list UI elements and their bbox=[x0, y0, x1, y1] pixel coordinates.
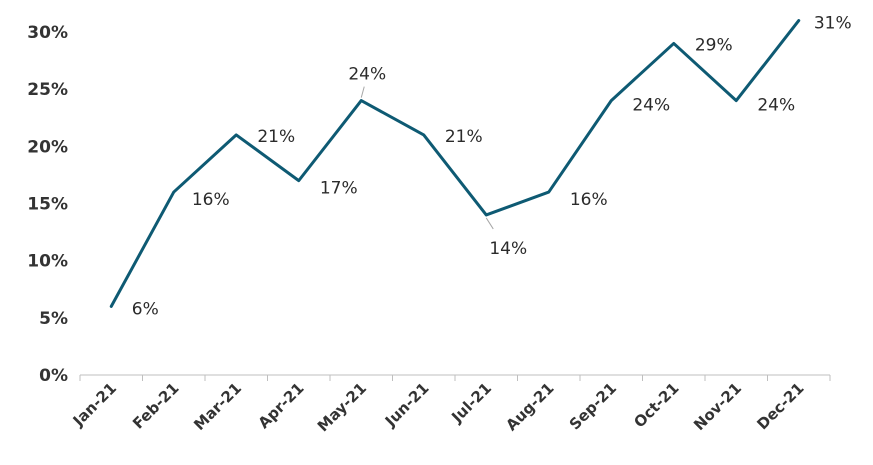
x-tick-label: Dec-21 bbox=[753, 379, 807, 433]
y-tick-label: 30% bbox=[27, 23, 68, 43]
data-label: 21% bbox=[257, 127, 295, 147]
data-label: 16% bbox=[570, 190, 608, 210]
x-tick-label: Mar-21 bbox=[190, 379, 245, 434]
x-tick-label: Nov-21 bbox=[690, 379, 745, 434]
data-label: 29% bbox=[695, 35, 733, 55]
data-label-leader bbox=[485, 217, 494, 230]
data-label: 21% bbox=[445, 127, 483, 147]
data-label: 16% bbox=[192, 190, 230, 210]
data-label: 24% bbox=[632, 96, 670, 116]
data-label: 6% bbox=[132, 299, 159, 319]
x-tick-label: Apr-21 bbox=[255, 379, 308, 432]
data-label: 31% bbox=[814, 14, 852, 34]
y-tick-label: 10% bbox=[27, 252, 68, 272]
x-tick-label: Sep-21 bbox=[566, 379, 620, 433]
y-tick-label: 15% bbox=[27, 195, 68, 215]
data-label: 14% bbox=[489, 239, 527, 259]
data-label: 17% bbox=[320, 179, 358, 199]
x-tick-label: Feb-21 bbox=[129, 379, 182, 432]
x-tick-label: Aug-21 bbox=[502, 379, 557, 434]
series-line bbox=[109, 19, 801, 308]
y-tick-label: 20% bbox=[27, 137, 68, 157]
x-tick-label: Oct-21 bbox=[630, 379, 682, 431]
data-label-leader bbox=[360, 86, 365, 98]
x-tick-label: Jul-21 bbox=[447, 379, 495, 427]
y-tick-label: 25% bbox=[27, 80, 68, 100]
x-tick-label: Jan-21 bbox=[69, 379, 120, 430]
x-tick-label: Jun-21 bbox=[381, 379, 433, 431]
x-tick-label: May-21 bbox=[314, 379, 370, 435]
data-label: 24% bbox=[348, 65, 386, 85]
y-tick-label: 0% bbox=[39, 366, 68, 386]
y-tick-label: 5% bbox=[39, 309, 68, 329]
data-label: 24% bbox=[757, 96, 795, 116]
